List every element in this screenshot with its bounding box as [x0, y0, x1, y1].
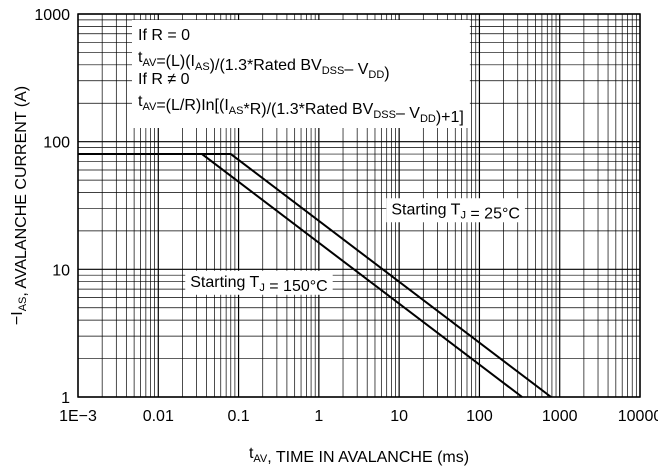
series-label-text: Starting TJ = 150°C — [190, 274, 327, 295]
formula-annotation: If R = 0 tAV=(L)(IAS)/(1.3*Rated BVDSS– V… — [132, 20, 470, 128]
series-line — [78, 153, 523, 398]
annotation-line: tAV=(L)(IAS)/(1.3*Rated BVDSS– VDD) — [138, 49, 390, 82]
series-label-background — [185, 270, 333, 295]
annotation-line: If R ≠ 0 — [138, 71, 190, 88]
annotation-line: tAV=(L/R)In[(IAS*R)/(1.3*Rated BVDSS– VD… — [138, 93, 464, 126]
x-tick-label: 1000 — [542, 408, 578, 425]
y-tick-label: 1000 — [34, 7, 70, 24]
y-tick-label: 10 — [52, 262, 70, 279]
y-tick-labels: 1 10 100 1000 — [34, 7, 70, 407]
curves — [78, 153, 552, 398]
y-tick-label: 1 — [61, 390, 70, 407]
plot-frame — [77, 13, 641, 398]
series-label-background — [386, 198, 525, 223]
x-tick-label: 0.01 — [143, 408, 174, 425]
x-tick-label: 10 — [390, 408, 408, 425]
y-axis-title: −IAS, AVALANCHE CURRENT (A) — [9, 86, 30, 325]
x-tick-labels: 1E−3 0.01 0.1 1 10 100 1000 10000 — [59, 408, 658, 425]
series-label: Starting TJ = 150°C — [185, 270, 333, 295]
series-label-text: Starting TJ = 25°C — [391, 201, 520, 222]
curve-labels: Starting TJ = 25°C Starting TJ = 150°C — [185, 198, 525, 295]
x-axis-title: tAV, TIME IN AVALANCHE (ms) — [249, 445, 469, 466]
annotation-background — [132, 20, 470, 128]
x-tick-label: 100 — [466, 408, 493, 425]
x-tick-label: 1 — [314, 408, 323, 425]
y-tick-label: 100 — [43, 135, 70, 152]
series-label: Starting TJ = 25°C — [386, 198, 525, 223]
x-tick-label: 10000 — [618, 408, 658, 425]
x-tick-label: 1E−3 — [59, 408, 97, 425]
annotation-line: If R = 0 — [138, 27, 190, 44]
x-tick-label: 0.1 — [227, 408, 249, 425]
